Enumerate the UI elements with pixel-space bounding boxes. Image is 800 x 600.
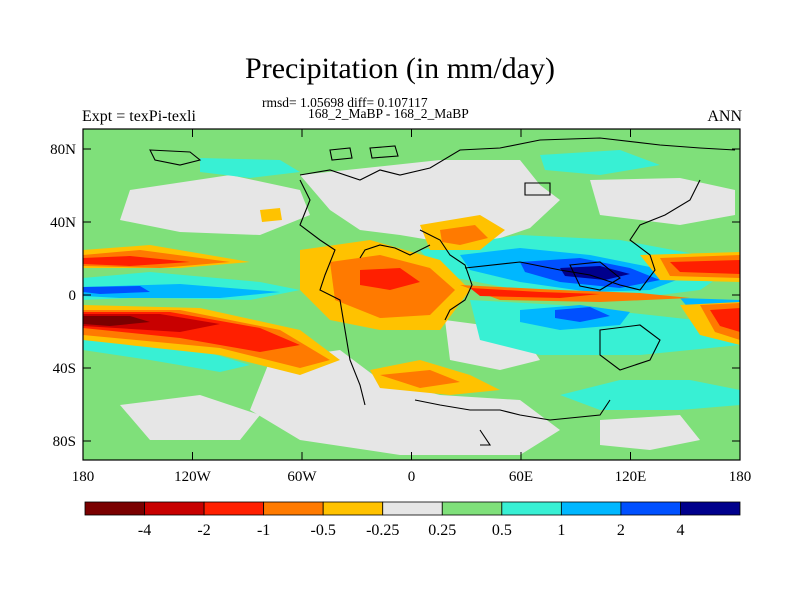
colorbar-label: 0.25 (428, 522, 456, 539)
colorbar-swatch (382, 501, 443, 516)
precip-field (83, 129, 740, 460)
x-tick-label: 60W (287, 469, 317, 485)
colorbar-label: -0.5 (311, 522, 336, 539)
colorbar-label: -1 (257, 522, 270, 539)
y-tick-label: 0 (69, 288, 77, 304)
x-ticks (82, 129, 741, 460)
colorbar-swatch (84, 501, 145, 516)
colorbar-label: 1 (557, 522, 565, 539)
coastlines (149, 137, 736, 446)
near-zero-regions (120, 160, 735, 455)
maroon-regions (83, 316, 150, 326)
colorbar-label: 4 (676, 522, 684, 539)
x-tick-label: 180 (729, 469, 752, 485)
stats-line: rmsd= 1.05698 diff= 0.107117 (262, 95, 428, 110)
colorbar-label: 0.5 (492, 522, 512, 539)
y-tick-label: 40S (53, 361, 76, 377)
x-tick-label: 120E (615, 469, 647, 485)
x-tick-label: 180 (72, 469, 95, 485)
experiment-label: Expt = texPi-texli (82, 108, 196, 125)
colorbar-label: 2 (617, 522, 625, 539)
colorbar-label: -2 (197, 522, 210, 539)
colorbar-label: -4 (138, 522, 151, 539)
colorbar-swatch (560, 501, 622, 516)
navy-regions (560, 266, 630, 280)
y-ticks (83, 148, 740, 442)
season-label: ANN (707, 108, 742, 125)
colorbar-label: -0.25 (366, 522, 399, 539)
x-tick-label: 60E (509, 469, 533, 485)
map-title: Precipitation (in mm/day) (245, 52, 555, 85)
colorbar-swatch (203, 501, 265, 516)
colorbar-swatch (680, 501, 741, 516)
y-tick-label: 80S (53, 434, 76, 450)
colorbar-swatch (620, 501, 681, 516)
colorbar-swatch (322, 501, 384, 516)
x-tick-label: 0 (408, 469, 416, 485)
colorbar-swatch (263, 501, 324, 516)
colorbar-swatch (144, 501, 205, 516)
y-tick-label: 80N (50, 142, 76, 158)
colorbar-swatch (441, 501, 503, 516)
y-tick-label: 40N (50, 215, 76, 231)
colorbar: -4 -2 -1 -0.5 -0.25 0.25 0.5 1 2 4 (84, 501, 741, 539)
comparison-line: 168_2_MaBP - 168_2_MaBP (308, 106, 469, 121)
x-tick-label: 120W (174, 469, 212, 485)
colorbar-swatch (501, 501, 562, 516)
